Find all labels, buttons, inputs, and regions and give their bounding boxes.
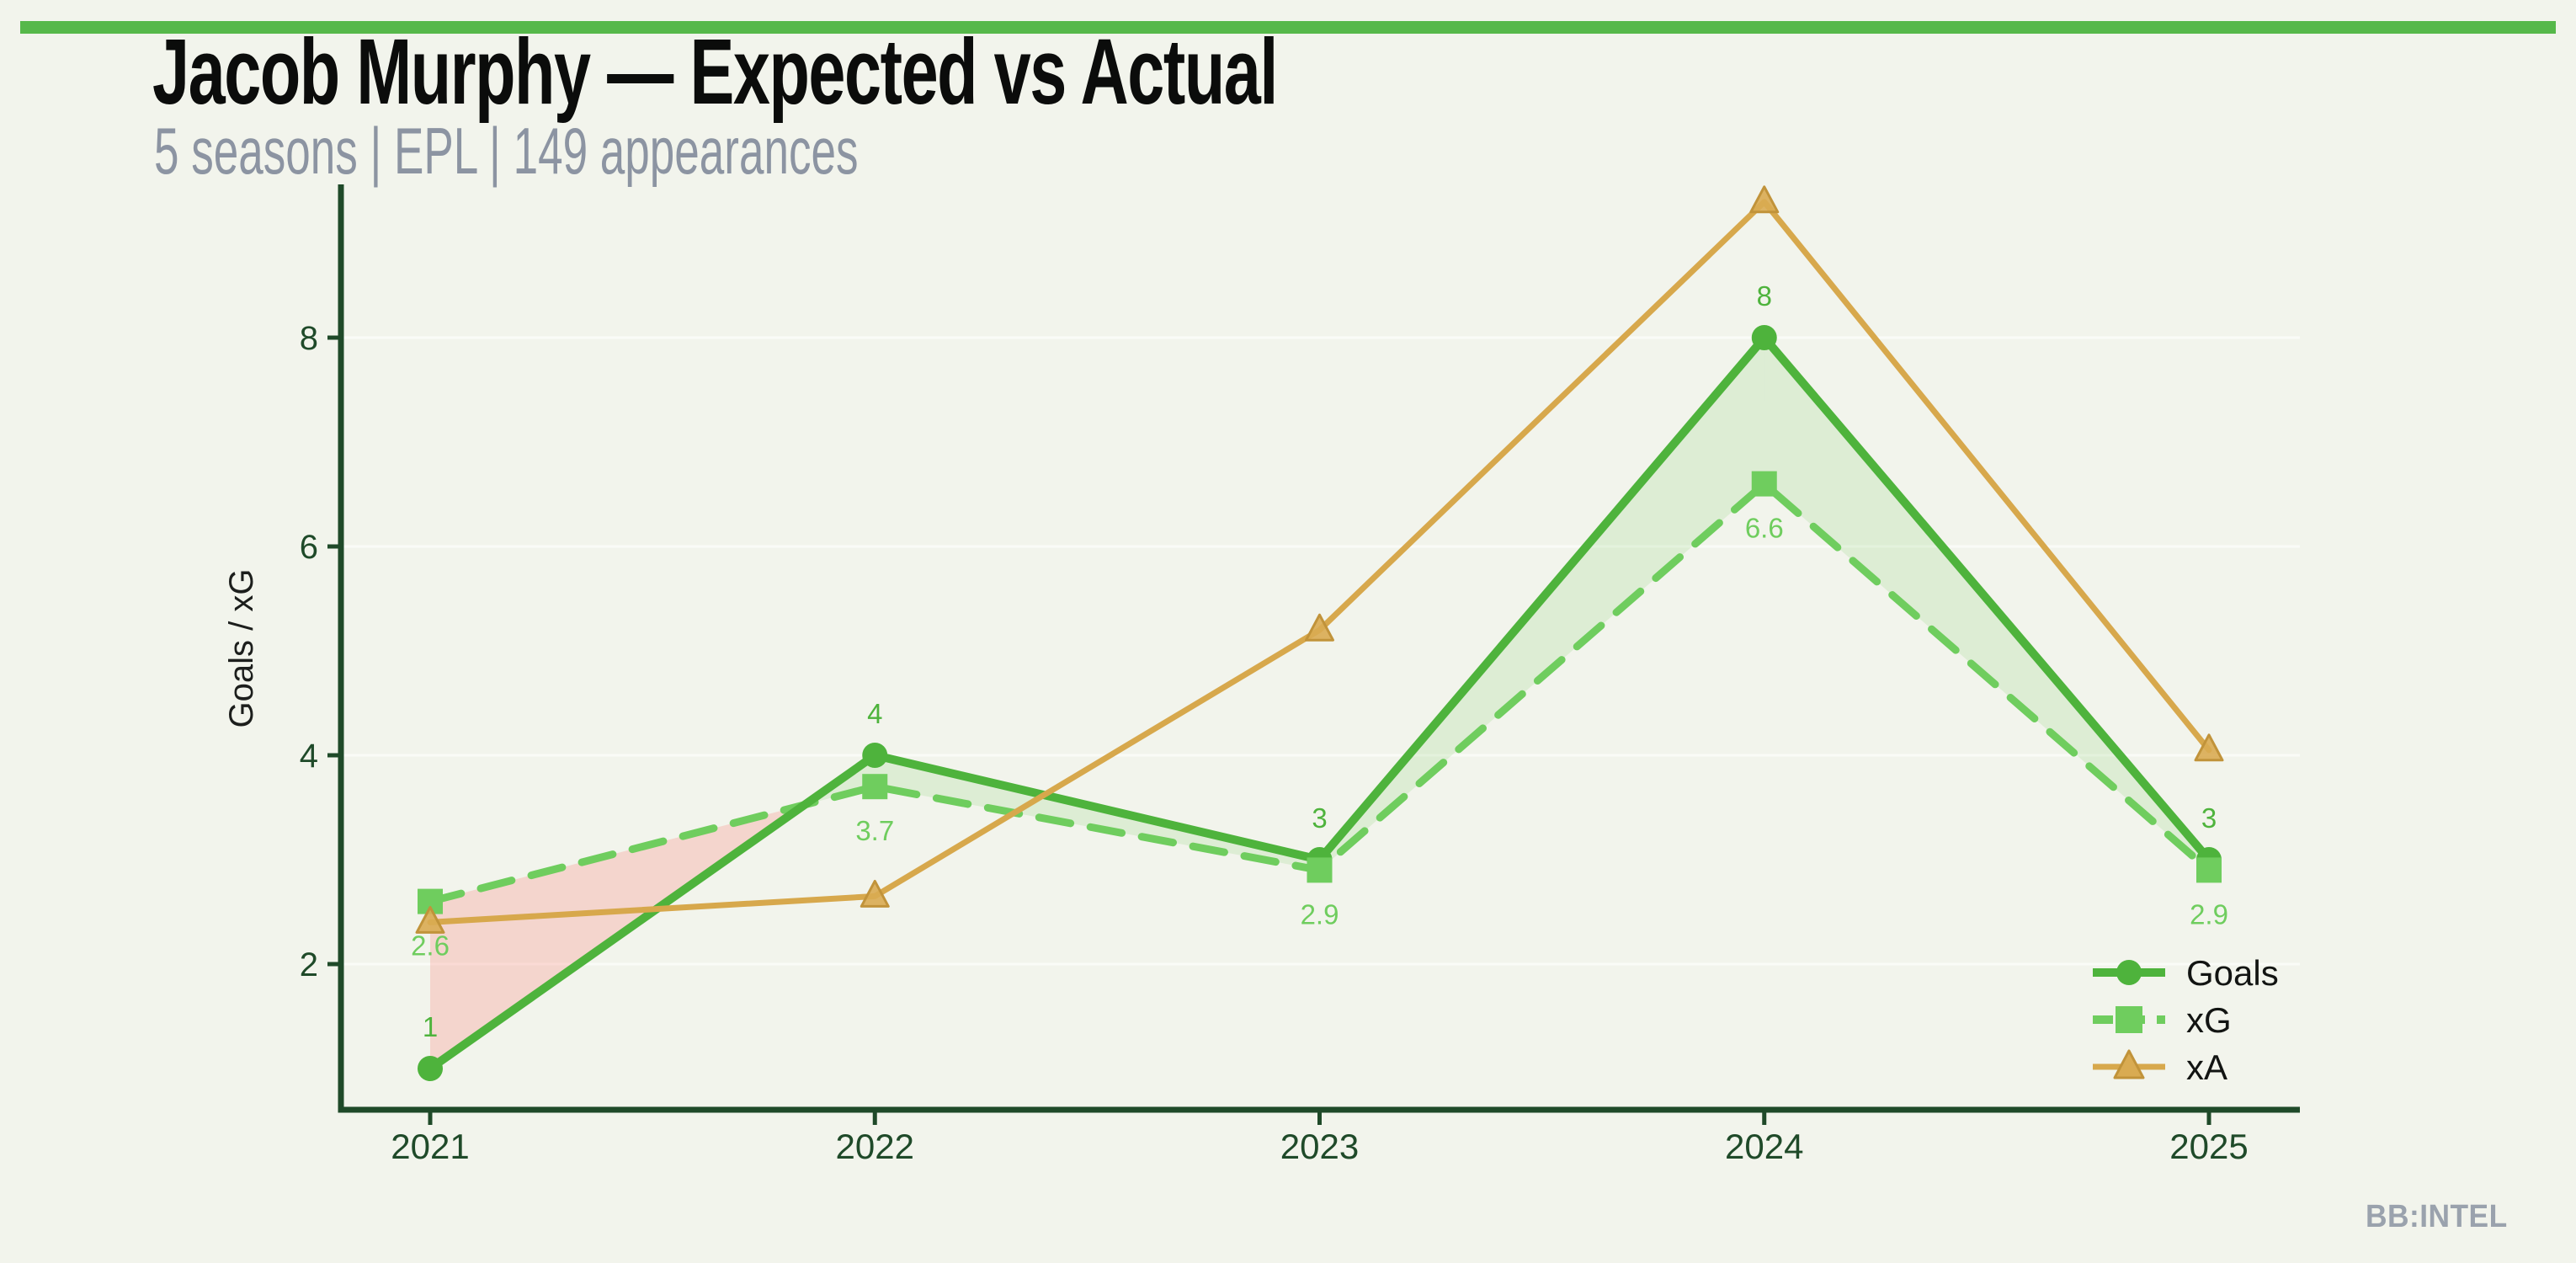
xa-marker (1305, 613, 1334, 642)
xg-point-label: 2.9 (1301, 898, 1339, 930)
xg-point-label: 2.6 (411, 930, 450, 962)
xa-marker (860, 879, 890, 908)
goals-point-label: 4 (867, 698, 882, 729)
x-tick-label: 2025 (2169, 1127, 2248, 1166)
goals-point-label: 8 (1757, 280, 1772, 312)
y-tick-label: 6 (300, 529, 318, 566)
xg-point-label: 2.9 (2190, 898, 2228, 930)
chart-title: Jacob Murphy — Expected vs Actual (152, 20, 1278, 124)
xa-marker (415, 905, 445, 934)
x-tick-label: 2023 (1280, 1127, 1359, 1166)
y-tick-label: 4 (300, 738, 318, 775)
x-tick-label: 2024 (1725, 1127, 1803, 1166)
legend-goals-marker (2116, 960, 2142, 985)
y-tick-label: 8 (300, 320, 318, 357)
legend-goals-label: Goals (2186, 953, 2279, 993)
y-axis-title: Goals / xG (223, 569, 260, 728)
xg-marker (862, 774, 888, 800)
y-tick-label: 2 (300, 946, 318, 983)
xa-marker (1749, 185, 1780, 214)
watermark: BB:INTEL (2366, 1199, 2508, 1234)
xg-marker (1751, 471, 1777, 497)
goals-marker (1751, 325, 1777, 350)
goals-marker (418, 1056, 443, 1081)
goals-marker (862, 743, 888, 768)
legend-xa-marker (2113, 1049, 2145, 1079)
legend-xg-label: xG (2186, 1000, 2232, 1040)
goals-point-label: 1 (423, 1011, 438, 1042)
x-tick-label: 2022 (836, 1127, 914, 1166)
axes-spines (338, 184, 2300, 1113)
legend-xg-marker (2116, 1006, 2142, 1033)
accent-bar (20, 21, 2556, 34)
chart-subtitle: 5 seasons | EPL | 149 appearances (154, 114, 859, 188)
xa-marker (2194, 733, 2224, 762)
xg-point-label: 6.6 (1745, 513, 1784, 544)
xg-marker (1307, 857, 1333, 883)
goals-point-label: 3 (2201, 802, 2217, 834)
goals-line (426, 333, 2213, 1073)
legend-xa-label: xA (2186, 1047, 2227, 1087)
xg-marker (2196, 857, 2222, 883)
goals-point-label: 3 (1312, 802, 1327, 834)
xg-point-label: 3.7 (855, 815, 894, 846)
x-tick-label: 2021 (391, 1127, 469, 1166)
